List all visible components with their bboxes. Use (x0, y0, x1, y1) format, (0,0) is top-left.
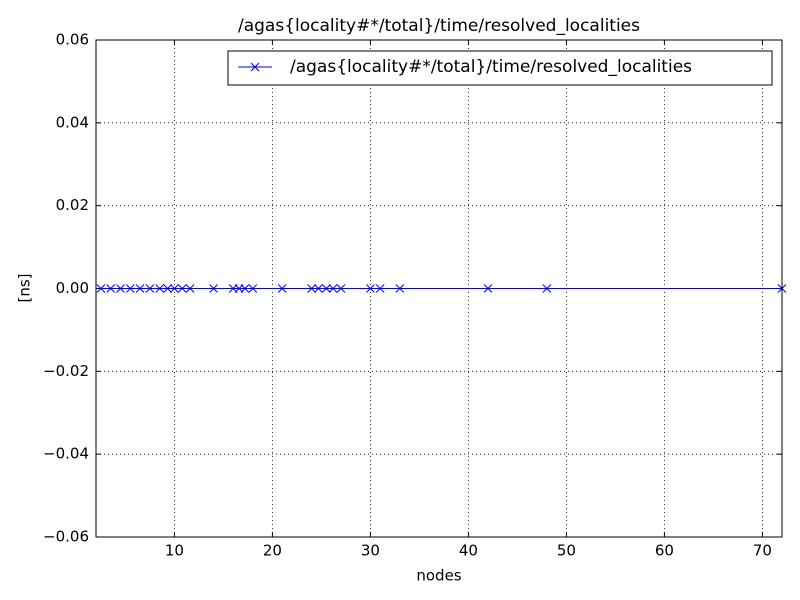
y-tick-label: 0.04 (56, 113, 89, 131)
x-tick-label: 30 (361, 542, 380, 560)
data-marker (96, 284, 106, 293)
legend-label: /agas{locality#*/total}/time/resolved_lo… (290, 57, 692, 77)
data-marker (106, 284, 116, 293)
x-tick-label: 20 (263, 542, 282, 560)
x-tick-label: 70 (753, 542, 772, 560)
x-tick-label: 40 (459, 542, 478, 560)
data-marker (375, 284, 385, 293)
data-marker (328, 284, 338, 293)
data-marker (116, 284, 125, 293)
data-marker (145, 284, 155, 293)
data-marker (209, 284, 218, 293)
data-marker (307, 284, 316, 293)
data-marker (542, 284, 552, 293)
y-tick-label: −0.06 (43, 528, 89, 546)
y-tick-label: −0.04 (43, 445, 89, 463)
data-marker (277, 284, 287, 293)
data-marker (177, 284, 187, 293)
data-marker (314, 284, 323, 293)
x-tick-label: 10 (165, 542, 184, 560)
data-marker (321, 284, 331, 293)
data-marker (240, 284, 250, 293)
data-marker (155, 284, 165, 293)
x-axis-label: nodes (416, 567, 461, 585)
x-tick-label: 60 (655, 542, 674, 560)
y-tick-label: 0.06 (56, 31, 89, 49)
data-marker (135, 284, 145, 293)
data-marker (125, 284, 135, 293)
legend-marker (250, 62, 260, 72)
data-marker (248, 284, 258, 293)
y-tick-label: 0.00 (56, 279, 89, 297)
data-marker (163, 284, 172, 293)
data-marker (185, 284, 195, 293)
data-marker (395, 284, 405, 293)
data-marker (170, 284, 179, 293)
plot-frame (95, 39, 783, 538)
y-tick-label: −0.02 (43, 362, 89, 380)
data-marker (483, 284, 493, 293)
legend-box (227, 50, 773, 86)
data-marker (336, 284, 346, 293)
data-marker (366, 284, 375, 293)
chart-title: /agas{locality#*/total}/time/resolved_lo… (238, 16, 640, 36)
y-tick-label: 0.02 (56, 196, 89, 214)
y-axis-label: [ns] (16, 273, 34, 302)
x-tick-label: 50 (557, 542, 576, 560)
